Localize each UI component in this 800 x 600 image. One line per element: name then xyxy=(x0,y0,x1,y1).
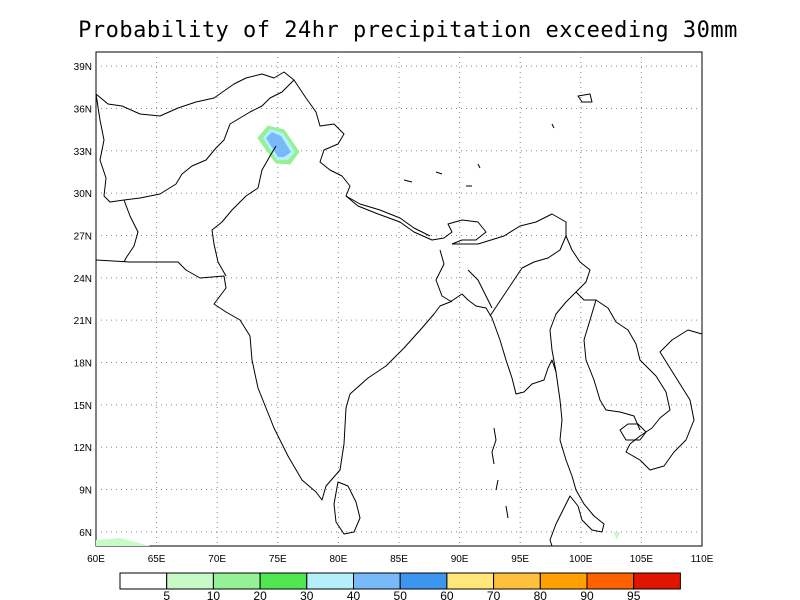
map-frame xyxy=(95,51,703,547)
lon-tick-label: 85E xyxy=(390,554,408,565)
lake-outline xyxy=(577,93,593,103)
himalayan-border xyxy=(293,79,487,245)
colorbar: 5 10 20 30 40 50 60 70 80 90 95 xyxy=(119,572,681,600)
tibet-lakes xyxy=(403,123,555,187)
lon-tick-label: 90E xyxy=(451,554,469,565)
northeast-india-outline xyxy=(452,213,567,317)
colorbar-label: 80 xyxy=(534,589,548,600)
nepal-outline xyxy=(345,195,431,237)
lon-tick-label: 80E xyxy=(330,554,348,565)
colorbar-label: 70 xyxy=(487,589,501,600)
precipitation-shading xyxy=(96,125,620,546)
country-outlines xyxy=(95,71,703,547)
precip-contour-40-50 xyxy=(266,132,291,157)
colorbar-label: 95 xyxy=(627,589,641,600)
sri-lanka-outline xyxy=(333,481,361,535)
pakistan-iran-border xyxy=(123,199,139,263)
lon-tick-label: 105E xyxy=(630,554,654,565)
precip-contour-gulf-thailand xyxy=(613,532,620,540)
colorbar-label: 10 xyxy=(207,589,221,600)
andaman-islands xyxy=(491,427,509,519)
colorbar-swatch xyxy=(212,572,261,590)
lon-tick-label: 60E xyxy=(87,554,105,565)
colorbar-swatch xyxy=(353,572,401,590)
lat-tick-label: 33N xyxy=(74,147,92,158)
map-title: Probability of 24hr precipitation exceed… xyxy=(78,18,738,43)
colorbar-swatch xyxy=(119,572,168,590)
coastline-main xyxy=(95,259,605,547)
precip-contour-sw-corner xyxy=(96,538,150,546)
lat-tick-label: 12N xyxy=(74,443,92,454)
colorbar-label: 5 xyxy=(163,589,170,600)
colorbar-label: 60 xyxy=(440,589,454,600)
lat-tick-label: 6N xyxy=(79,528,92,539)
lat-tick-label: 18N xyxy=(74,359,92,370)
colorbar-label: 20 xyxy=(253,589,267,600)
afghanistan-outline xyxy=(95,71,295,203)
colorbar-swatch xyxy=(493,572,541,590)
lon-tick-label: 65E xyxy=(148,554,166,565)
colorbar-swatch xyxy=(446,572,495,590)
colorbar-swatch xyxy=(586,572,635,590)
colorbar-swatch xyxy=(306,572,354,590)
lon-tick-label: 70E xyxy=(208,554,226,565)
lat-tick-label: 9N xyxy=(79,486,92,497)
colorbar-swatch xyxy=(166,572,214,590)
lat-tick-label: 39N xyxy=(74,62,92,73)
graticule xyxy=(96,52,702,546)
laos-thailand-border xyxy=(583,299,641,431)
latitude-tick-labels: 6N 9N 12N 15N 18N 21N 24N 27N 30N 33N 36N 39N xyxy=(74,62,92,539)
colorbar-swatch xyxy=(633,572,681,590)
lat-tick-label: 24N xyxy=(74,274,92,285)
bangladesh-east-border xyxy=(467,269,493,309)
lon-tick-label: 110E xyxy=(691,554,714,565)
lat-tick-label: 30N xyxy=(74,189,92,200)
lat-tick-label: 36N xyxy=(74,104,92,115)
lon-tick-label: 100E xyxy=(569,554,593,565)
longitude-tick-labels: 60E 65E 70E 75E 80E 85E 90E 95E 100E 105E 110E xyxy=(87,554,714,565)
colorbar-swatch xyxy=(399,572,448,590)
tonle-sap-lake xyxy=(619,423,647,441)
lon-tick-label: 75E xyxy=(269,554,287,565)
indochina-outline xyxy=(565,235,703,471)
colorbar-label: 30 xyxy=(300,589,314,600)
myanmar-thailand-border xyxy=(549,291,577,373)
colorbar-swatch xyxy=(259,572,308,590)
colorbar-label: 40 xyxy=(347,589,361,600)
lon-tick-label: 95E xyxy=(511,554,529,565)
india-pakistan-border xyxy=(211,145,277,277)
bangladesh-outline xyxy=(435,249,453,303)
colorbar-label: 50 xyxy=(394,589,408,600)
colorbar-swatch xyxy=(539,572,588,590)
colorbar-label: 90 xyxy=(580,589,594,600)
lat-tick-label: 15N xyxy=(74,401,92,412)
lat-tick-label: 21N xyxy=(74,316,92,327)
lat-tick-label: 27N xyxy=(74,231,92,242)
